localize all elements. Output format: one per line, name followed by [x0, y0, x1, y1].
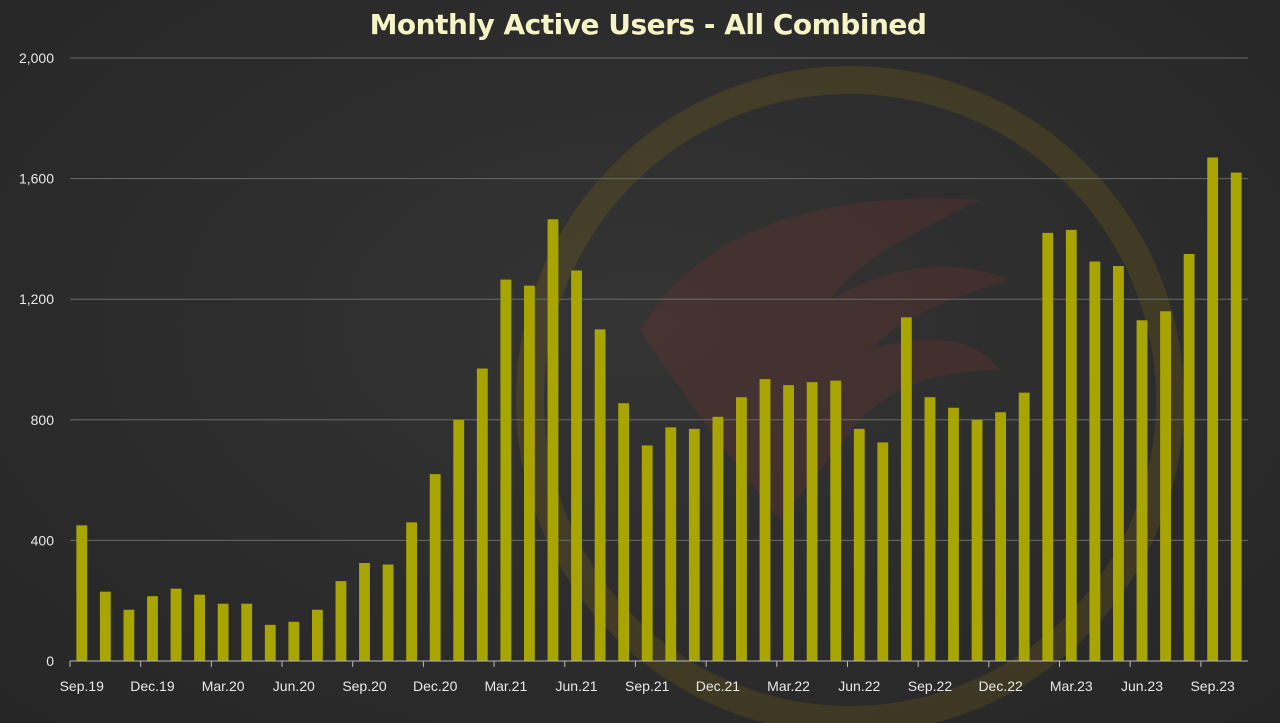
bar-apr-22 — [806, 382, 818, 661]
x-tick-label: Sep.21 — [625, 678, 670, 694]
x-tick-label: Mar.23 — [1050, 678, 1093, 694]
x-tick-label: Mar.22 — [767, 678, 810, 694]
bar-jul-22 — [877, 442, 889, 661]
bar-nov-21 — [688, 428, 700, 661]
bar-dec-20 — [429, 474, 441, 661]
bar-may-20 — [264, 624, 276, 661]
x-tick-label: Jun.22 — [838, 678, 880, 694]
bar-apr-21 — [524, 285, 535, 661]
bar-oct-20 — [382, 564, 394, 661]
bar-oct-21 — [665, 427, 677, 661]
bar-jan-23 — [1018, 392, 1030, 661]
y-tick-label: 1,600 — [19, 171, 54, 187]
x-tick-label: Dec.21 — [696, 678, 741, 694]
x-tick-label: Sep.22 — [908, 678, 953, 694]
bar-jun-22 — [853, 428, 865, 661]
y-tick-label: 2,000 — [19, 50, 54, 66]
x-tick-label: Jun.21 — [556, 678, 598, 694]
bar-aug-22 — [900, 317, 912, 661]
bar-feb-22 — [759, 379, 771, 661]
x-tick-label: Dec.19 — [130, 678, 175, 694]
bar-may-21 — [547, 219, 559, 662]
bar-jul-23 — [1160, 311, 1171, 661]
y-tick-label: 800 — [31, 412, 55, 428]
bar-nov-19 — [123, 609, 135, 661]
bar-dec-19 — [147, 596, 158, 661]
bar-oct-22 — [948, 407, 959, 661]
bar-mar-20 — [217, 603, 229, 661]
x-tick-label: Mar.20 — [202, 678, 245, 694]
x-tick-label: Sep.20 — [342, 678, 387, 694]
bar-may-23 — [1113, 266, 1124, 661]
bar-mar-23 — [1065, 229, 1077, 662]
bar-feb-20 — [194, 594, 205, 661]
bar-mar-21 — [500, 279, 512, 661]
bar-sep-22 — [924, 397, 936, 661]
bar-sep-19 — [76, 525, 88, 661]
bar-oct-19 — [99, 591, 111, 661]
bar-jun-21 — [571, 270, 582, 661]
x-tick-label: Sep.19 — [60, 678, 105, 694]
bar-mar-22 — [783, 385, 794, 661]
bar-jul-21 — [594, 329, 606, 661]
bar-feb-21 — [476, 368, 488, 661]
bar-oct-23 — [1230, 172, 1242, 661]
x-tick-label: Sep.23 — [1190, 678, 1235, 694]
bar-jan-22 — [736, 397, 747, 661]
y-tick-label: 0 — [46, 653, 54, 669]
bar-nov-20 — [406, 522, 418, 661]
bar-apr-23 — [1089, 261, 1101, 661]
bar-sep-23 — [1207, 157, 1219, 661]
bar-aug-21 — [618, 403, 630, 661]
bar-dec-21 — [712, 416, 724, 661]
bar-feb-23 — [1042, 232, 1054, 661]
bar-nov-22 — [971, 419, 983, 661]
bar-jun-20 — [288, 621, 300, 661]
bar-jan-21 — [453, 419, 465, 661]
x-tick-label: Dec.22 — [978, 678, 1023, 694]
x-tick-label: Jun.20 — [273, 678, 315, 694]
bar-sep-21 — [641, 445, 653, 661]
bar-jun-23 — [1136, 320, 1148, 661]
bar-jan-20 — [170, 588, 182, 661]
bar-dec-22 — [995, 412, 1007, 661]
bar-sep-20 — [359, 563, 370, 661]
chart-title: Monthly Active Users - All Combined — [369, 8, 927, 41]
x-tick-label: Dec.20 — [413, 678, 458, 694]
bar-may-22 — [830, 380, 842, 661]
bar-aug-20 — [335, 581, 347, 661]
y-tick-label: 1,200 — [19, 291, 54, 307]
bar-aug-23 — [1183, 253, 1195, 661]
y-tick-label: 400 — [31, 532, 55, 548]
bar-apr-20 — [241, 603, 253, 661]
x-tick-label: Jun.23 — [1121, 678, 1163, 694]
x-tick-label: Mar.21 — [484, 678, 527, 694]
bar-jul-20 — [311, 609, 323, 661]
